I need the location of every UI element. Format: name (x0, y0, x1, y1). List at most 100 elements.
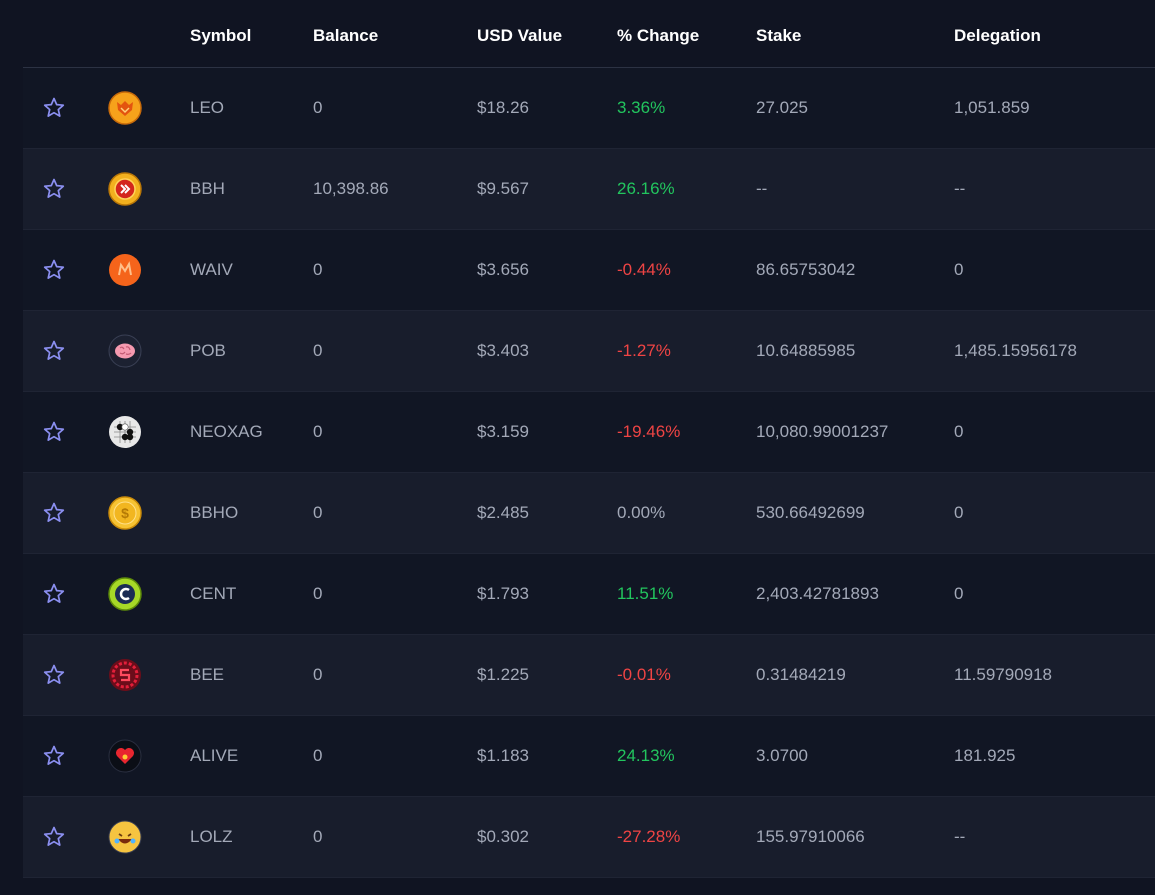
token-usd-value: $1.225 (477, 665, 529, 684)
leo-lion-icon (108, 91, 142, 125)
token-change: -19.46% (617, 422, 681, 441)
star-icon[interactable] (42, 96, 66, 120)
table-row[interactable]: LOLZ 0 $0.302 -27.28% 155.97910066 -- (23, 797, 1155, 878)
cent-icon (108, 577, 142, 611)
token-usd-value: $1.793 (477, 584, 529, 603)
table-body: LEO 0 $18.26 3.36% 27.025 1,051.859 BBH 10,398.… (23, 68, 1155, 878)
bee-splinterlands-icon (108, 658, 142, 692)
token-stake: 27.025 (756, 98, 808, 117)
token-change: -0.01% (617, 665, 671, 684)
bbh-coin-icon (108, 172, 142, 206)
token-delegation: 11.59790918 (954, 665, 1053, 684)
table-row[interactable]: LEO 0 $18.26 3.36% 27.025 1,051.859 (23, 68, 1155, 149)
token-balance: 0 (313, 260, 323, 279)
star-icon[interactable] (42, 744, 66, 768)
token-delegation: 0 (954, 260, 964, 279)
token-delegation: 0 (954, 503, 964, 522)
waiv-icon (108, 253, 142, 287)
token-balance: 0 (313, 665, 323, 684)
token-balance: 0 (313, 341, 323, 360)
token-usd-value: $18.26 (477, 98, 529, 117)
star-icon[interactable] (42, 825, 66, 849)
token-symbol[interactable]: BBH (190, 179, 225, 198)
token-symbol[interactable]: ALIVE (190, 746, 239, 765)
token-balance: 10,398.86 (313, 179, 389, 198)
token-delegation: 1,051.859 (954, 98, 1030, 117)
token-balance: 0 (313, 503, 323, 522)
token-delegation: 1,485.15956178 (954, 341, 1077, 360)
token-usd-value: $0.302 (477, 827, 529, 846)
token-stake: 86.65753042 (756, 260, 856, 279)
token-delegation: -- (954, 179, 966, 198)
token-stake: 3.0700 (756, 746, 808, 765)
star-icon[interactable] (42, 663, 66, 687)
table-row[interactable]: CENT 0 $1.793 11.51% 2,403.42781893 0 (23, 554, 1155, 635)
column-header-symbol[interactable]: Symbol (190, 26, 252, 45)
token-usd-value: $3.656 (477, 260, 529, 279)
token-symbol[interactable]: BBHO (190, 503, 239, 522)
token-balance: 0 (313, 827, 323, 846)
token-change: -0.44% (617, 260, 671, 279)
token-delegation: 0 (954, 422, 964, 441)
token-table: Symbol Balance USD Value % Change Stake … (23, 0, 1155, 878)
token-usd-value: $3.159 (477, 422, 529, 441)
star-icon[interactable] (42, 582, 66, 606)
gold-coin-icon: $ (108, 496, 142, 530)
star-icon[interactable] (42, 339, 66, 363)
token-stake: 0.31484219 (756, 665, 846, 684)
table-row[interactable]: WAIV 0 $3.656 -0.44% 86.65753042 0 (23, 230, 1155, 311)
token-balance: 0 (313, 98, 323, 117)
token-balance: 0 (313, 746, 323, 765)
token-balance: 0 (313, 584, 323, 603)
heart-icon (108, 739, 142, 773)
token-symbol[interactable]: BEE (190, 665, 225, 684)
laughing-face-icon (108, 820, 142, 854)
token-change: 11.51% (617, 584, 674, 603)
brain-icon (108, 334, 142, 368)
token-stake: 10,080.99001237 (756, 422, 889, 441)
token-delegation: 181.925 (954, 746, 1016, 765)
token-stake: -- (756, 179, 768, 198)
token-delegation: 0 (954, 584, 964, 603)
token-symbol[interactable]: WAIV (190, 260, 233, 279)
token-stake: 10.64885985 (756, 341, 856, 360)
token-delegation: -- (954, 827, 966, 846)
table-row[interactable]: BEE 0 $1.225 -0.01% 0.31484219 11.59790918 (23, 635, 1155, 716)
token-change: 3.36% (617, 98, 666, 117)
token-symbol[interactable]: NEOXAG (190, 422, 263, 441)
token-symbol[interactable]: POB (190, 341, 226, 360)
token-balance: 0 (313, 422, 323, 441)
column-header-stake[interactable]: Stake (756, 26, 802, 45)
token-change: -27.28% (617, 827, 681, 846)
token-symbol[interactable]: CENT (190, 584, 237, 603)
token-symbol[interactable]: LEO (190, 98, 225, 117)
star-icon[interactable] (42, 258, 66, 282)
token-usd-value: $1.183 (477, 746, 529, 765)
table-row[interactable]: BBH 10,398.86 $9.567 26.16% -- -- (23, 149, 1155, 230)
column-header-balance[interactable]: Balance (313, 26, 379, 45)
table-row[interactable]: $ BBHO 0 $2.485 0.00% 530.66492699 0 (23, 473, 1155, 554)
token-stake: 155.97910066 (756, 827, 865, 846)
token-symbol[interactable]: LOLZ (190, 827, 233, 846)
column-header-change[interactable]: % Change (617, 26, 700, 45)
token-usd-value: $9.567 (477, 179, 529, 198)
go-board-icon (108, 415, 142, 449)
token-change: 24.13% (617, 746, 675, 765)
token-change: 26.16% (617, 179, 675, 198)
column-header-usd-value[interactable]: USD Value (477, 26, 563, 45)
token-change: -1.27% (617, 341, 671, 360)
table-row[interactable]: ALIVE 0 $1.183 24.13% 3.0700 181.925 (23, 716, 1155, 797)
token-stake: 2,403.42781893 (756, 584, 879, 603)
column-header-delegation[interactable]: Delegation (954, 26, 1041, 45)
table-row[interactable]: NEOXAG 0 $3.159 -19.46% 10,080.99001237 0 (23, 392, 1155, 473)
svg-text:$: $ (121, 505, 129, 521)
star-icon[interactable] (42, 177, 66, 201)
table-row[interactable]: POB 0 $3.403 -1.27% 10.64885985 1,485.1595617… (23, 311, 1155, 392)
star-icon[interactable] (42, 420, 66, 444)
star-icon[interactable] (42, 501, 66, 525)
table-header: Symbol Balance USD Value % Change Stake … (23, 0, 1155, 68)
token-usd-value: $2.485 (477, 503, 529, 522)
token-change: 0.00% (617, 503, 666, 522)
token-usd-value: $3.403 (477, 341, 529, 360)
token-stake: 530.66492699 (756, 503, 865, 522)
